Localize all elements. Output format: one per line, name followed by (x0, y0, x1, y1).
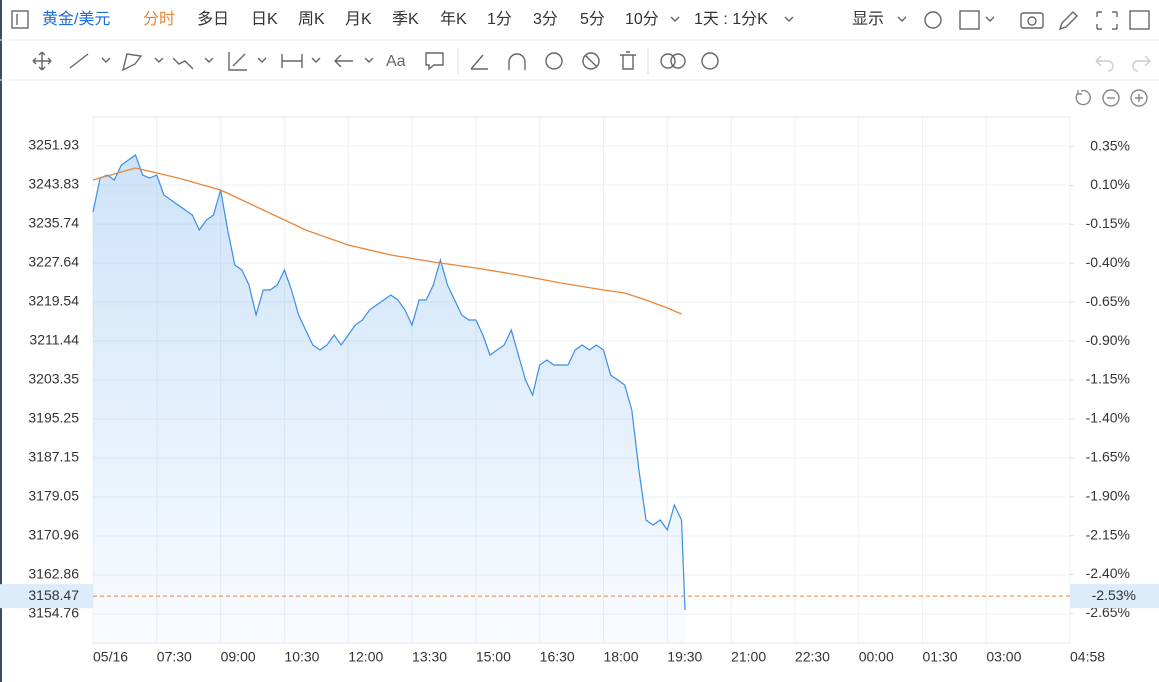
y2-tick-label: -0.65% (1086, 293, 1130, 309)
x-tick-label: 03:00 (986, 649, 1021, 665)
period-button[interactable]: 1分 (487, 10, 512, 28)
zoom-in-sign (1135, 94, 1143, 102)
price-line (92, 167, 682, 315)
period-button[interactable]: 日K (251, 11, 278, 28)
fullscreen-icon[interactable] (1096, 11, 1118, 30)
period-button[interactable]: 3分 (533, 10, 558, 28)
y-tick-label: 3203.35 (28, 371, 79, 387)
text-tool[interactable]: Aa (386, 53, 406, 70)
y-tick-label: 3154.76 (28, 605, 79, 621)
y-tick-label: 3235.74 (28, 215, 79, 231)
y-tick-label: 3211.44 (29, 332, 79, 348)
panel-icon[interactable] (1129, 10, 1150, 30)
x-tick-label: 18:00 (603, 649, 638, 665)
last-pct-label: -2.53% (1092, 587, 1136, 603)
y-tick-label: 3187.15 (28, 449, 79, 465)
x-tick-label: 19:30 (667, 649, 702, 665)
y2-tick-label: -1.40% (1086, 410, 1130, 426)
last-pct-box (1070, 584, 1159, 609)
y2-tick-label: -1.15% (1086, 371, 1130, 387)
delete-tool[interactable] (620, 51, 636, 70)
angle-tool[interactable] (470, 54, 488, 70)
shape-tool[interactable] (121, 53, 143, 72)
last-price-box (0, 584, 93, 609)
x-tick-label: 07:30 (157, 649, 192, 665)
y2-tick-label: -0.40% (1086, 254, 1130, 270)
x-tick-label: 01:30 (923, 649, 958, 665)
move-tool[interactable] (32, 51, 52, 71)
y-tick-label: 3227.64 (28, 254, 79, 270)
x-tick-label: 22:30 (795, 649, 830, 665)
y-tick-label: 3251.93 (28, 137, 79, 153)
compare-tool (670, 53, 686, 69)
y2-tick-label: 0.35% (1090, 137, 1130, 153)
x-tick-label: 13:30 (412, 649, 447, 665)
y2-tick-label: -0.15% (1086, 215, 1130, 231)
y2-tick-label: -1.90% (1086, 487, 1130, 503)
y2-tick-label: -0.90% (1086, 332, 1130, 348)
reset-zoom[interactable] (1075, 89, 1091, 106)
lock-tool[interactable] (545, 52, 563, 70)
x-tick-label: 09:00 (221, 649, 256, 665)
fib-tool[interactable] (228, 52, 247, 71)
price-line (92, 154, 686, 611)
tool-settings[interactable] (701, 52, 719, 70)
undo[interactable] (1095, 55, 1114, 72)
wave-tool[interactable] (172, 57, 194, 70)
line-tool[interactable] (69, 53, 89, 69)
chevrons (101, 57, 374, 63)
arrow-tool[interactable] (334, 54, 353, 68)
x-tick-label: 21:00 (731, 649, 766, 665)
y2-tick-label: -1.65% (1086, 449, 1130, 465)
x-tick-label: 15:00 (476, 649, 511, 665)
active-period[interactable]: 分时 (143, 10, 175, 28)
x-tick-label: 10:30 (284, 649, 319, 665)
draw-icon[interactable] (1058, 11, 1078, 31)
y-tick-label: 3219.54 (28, 293, 79, 309)
area (93, 155, 686, 643)
zoom-out[interactable] (1102, 89, 1120, 107)
period-button[interactable]: 季K (392, 10, 419, 28)
camera-lens (1027, 16, 1037, 26)
y2-tick-label: 0.10% (1090, 176, 1130, 192)
symbol[interactable]: 黄金/美元 (42, 10, 110, 28)
y-tick-label: 3162.86 (28, 566, 79, 582)
camera-icon[interactable] (1020, 12, 1044, 29)
chevrons (670, 16, 995, 22)
y-tick-label: 3243.83 (28, 176, 79, 192)
period-button[interactable]: 多日 (197, 10, 229, 28)
period-button[interactable]: 5分 (580, 10, 605, 28)
settings-icon[interactable] (924, 11, 942, 29)
x-tick-label: 04:58 (1070, 649, 1105, 665)
period-button[interactable]: 周K (298, 11, 325, 28)
hide-tool[interactable] (582, 52, 600, 70)
y-tick-label: 3170.96 (28, 527, 79, 543)
y-tick-label: 3179.05 (28, 488, 79, 504)
display-select[interactable]: 显示 (852, 11, 884, 28)
zoom-in[interactable] (1130, 89, 1148, 107)
measure-tool[interactable] (281, 54, 303, 68)
toolbar: 黄金/美元 分时 1天 : 1分K 显示 Aa (0, 10, 1159, 107)
period-button[interactable]: 10分 (625, 10, 659, 28)
layout-icon[interactable] (959, 10, 980, 30)
x-tick-label: 00:00 (859, 649, 894, 665)
period-button[interactable]: 月K (345, 11, 372, 28)
y2-tick-label: -2.15% (1086, 526, 1130, 542)
last-price-label: 3158.47 (28, 587, 79, 603)
y2-tick-label: -2.40% (1086, 565, 1130, 581)
y-tick-label: 3195.25 (28, 410, 79, 426)
compare-tool[interactable] (660, 53, 676, 69)
sidebar-icon[interactable] (11, 10, 29, 29)
x-tick-label: 12:00 (348, 649, 383, 665)
hide-slash (584, 54, 598, 68)
x-tick-label: 16:30 (540, 649, 575, 665)
period-button[interactable]: 年K (440, 10, 467, 28)
magnet-tool[interactable] (508, 53, 526, 70)
redo[interactable] (1132, 55, 1151, 72)
range-select[interactable]: 1天 : 1分K (694, 10, 768, 28)
x-tick-label: 05/16 (93, 649, 128, 665)
note-tool[interactable] (425, 52, 444, 71)
